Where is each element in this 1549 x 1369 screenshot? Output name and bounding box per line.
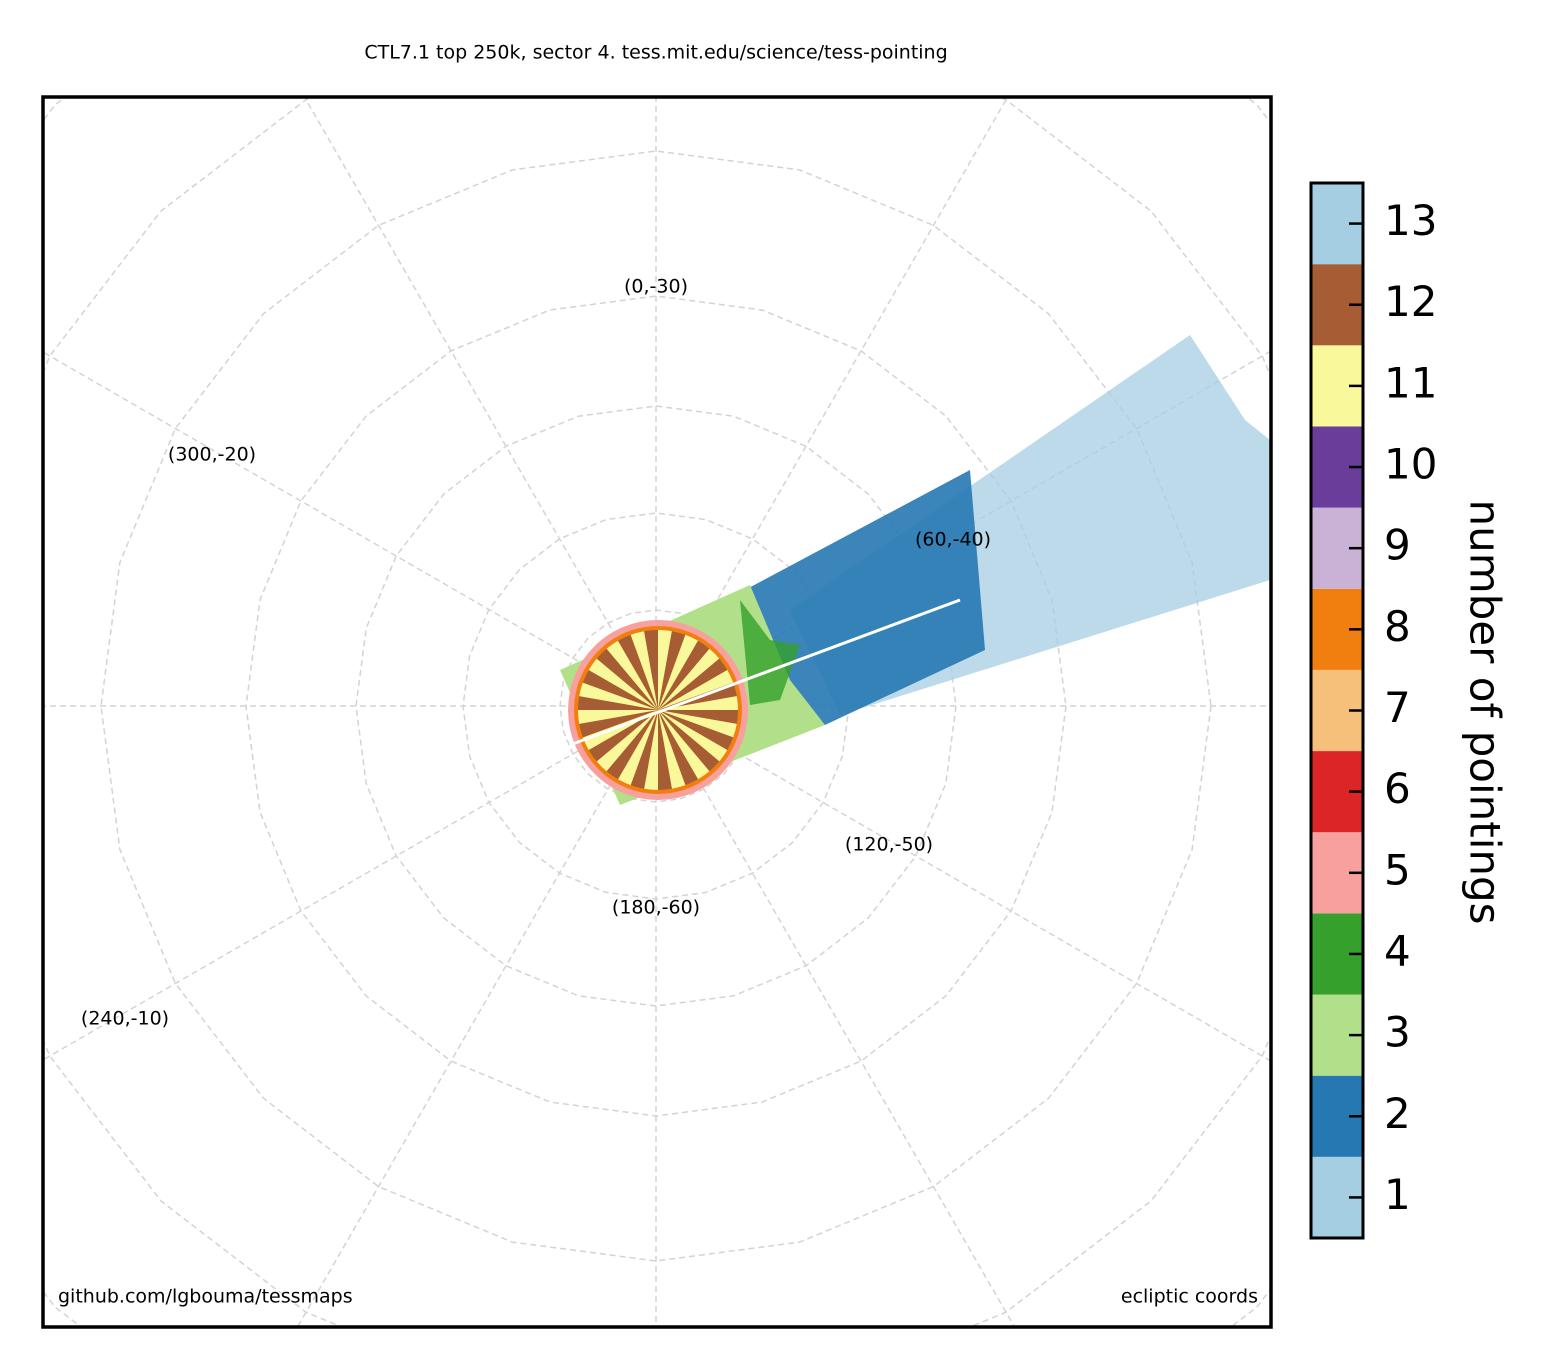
- coverage-wedge: [658, 640, 710, 710]
- coverage-wedge: [658, 670, 734, 710]
- coverage-wedge: [658, 710, 710, 780]
- colorbar-tick-label: 2: [1384, 1089, 1411, 1138]
- colorbar-tick-label: 5: [1384, 845, 1411, 894]
- grid-line: [43, 350, 1271, 1061]
- coverage-wedge: [658, 648, 720, 710]
- coordinate-label: (60,-40): [915, 529, 991, 551]
- coverage-wedge: [644, 710, 658, 790]
- colorbar-tick-label: 8: [1384, 602, 1411, 651]
- coverage-wedge: [658, 658, 728, 710]
- coverage-wedge: [658, 696, 738, 710]
- coverage-region: [740, 600, 800, 705]
- colorbar-tick-label: 7: [1384, 683, 1411, 732]
- coverage-wedge: [658, 710, 686, 789]
- coverage-wedge: [658, 710, 698, 786]
- coverage-wedge: [630, 631, 658, 710]
- footnote: github.com/lgbouma/tessmaps: [58, 1286, 353, 1308]
- footnote: ecliptic coords: [1121, 1286, 1258, 1308]
- colorbar-tick-label: 4: [1384, 926, 1411, 975]
- coverage-gap: [569, 598, 961, 747]
- colorbar-label: number of pointings: [1461, 499, 1510, 924]
- coverage-wedge: [658, 710, 734, 750]
- coverage-wedge: [596, 648, 658, 710]
- coverage-wedge: [606, 710, 658, 780]
- coverage-wedge: [578, 696, 658, 710]
- coverage-wedge: [588, 710, 658, 762]
- coverage-wedge: [658, 710, 728, 762]
- grid-line: [296, 97, 1009, 1327]
- colorbar-tick-label: 11: [1384, 358, 1437, 407]
- coverage-wedge: [579, 710, 658, 738]
- colorbar-tick-label: 1: [1384, 1170, 1411, 1219]
- coverage-wedge: [630, 710, 658, 789]
- coverage-wedge: [578, 710, 658, 724]
- colorbar-tick-label: 13: [1384, 196, 1437, 245]
- coverage-wedge: [618, 710, 658, 786]
- coverage-wedge: [588, 658, 658, 710]
- coordinate-label: (0,-30): [624, 276, 688, 298]
- coverage-wedge: [582, 670, 658, 710]
- coverage-wedge: [644, 630, 658, 710]
- coverage-wedge: [606, 640, 658, 710]
- colorbar-tick-label: 10: [1384, 440, 1437, 489]
- colorbar-tick-label: 3: [1384, 1008, 1411, 1057]
- colorbar-tick-label: 9: [1384, 521, 1411, 570]
- grid-line: [43, 351, 1271, 1062]
- coverage-wedge: [658, 710, 737, 738]
- coverage-wedge: [658, 710, 720, 772]
- coverage-region: [745, 470, 985, 725]
- plot-frame: [41, 95, 1273, 1329]
- coverage-wedge: [658, 710, 672, 790]
- coverage-wedge: [658, 710, 738, 724]
- colorbar-tick-label: 12: [1384, 277, 1437, 326]
- coverage-wedge: [579, 682, 658, 710]
- colorbar-tick-label: 6: [1384, 764, 1411, 813]
- coverage-wedge: [658, 631, 686, 710]
- coverage-wedge: [658, 630, 672, 710]
- coverage-wedge: [618, 634, 658, 710]
- grid-line: [303, 97, 1016, 1327]
- coordinate-label: (300,-20): [168, 444, 256, 466]
- coverage-wedge: [658, 634, 698, 710]
- coverage-wedge: [596, 710, 658, 772]
- coordinate-label: (180,-60): [612, 897, 700, 919]
- coordinate-label: (240,-10): [81, 1008, 169, 1030]
- coordinate-label: (120,-50): [845, 834, 933, 856]
- chart-title: CTL7.1 top 250k, sector 4. tess.mit.edu/…: [364, 42, 947, 64]
